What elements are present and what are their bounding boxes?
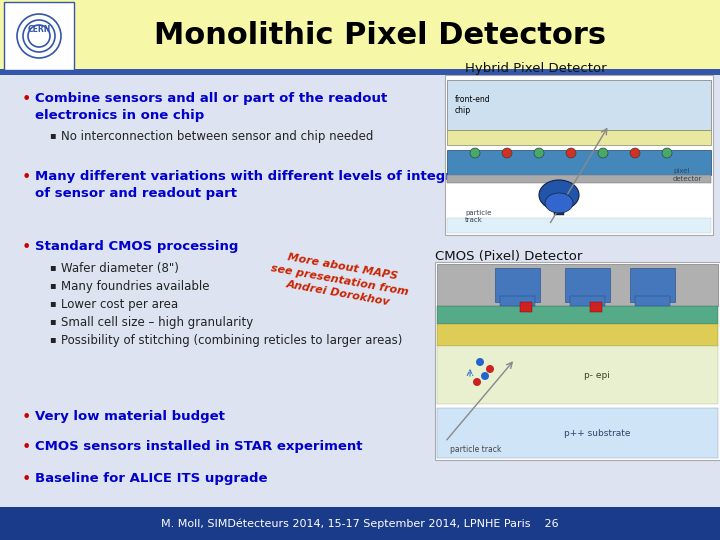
Bar [635,296,670,306]
Text: More about MAPS
see presentation from
Andrei Dorokhov: More about MAPS see presentation from An… [268,250,412,310]
Bar [445,75,713,235]
Bar [437,324,718,346]
Text: ▪: ▪ [49,316,55,326]
Text: Small cell size – high granularity: Small cell size – high granularity [61,316,253,329]
Bar [0,0,720,72]
Bar [437,408,718,458]
Text: particle
track: particle track [465,210,491,223]
Circle shape [481,372,489,380]
Circle shape [473,378,481,386]
Ellipse shape [545,193,573,213]
Text: Standard CMOS processing: Standard CMOS processing [35,240,238,253]
Bar [437,306,718,324]
Text: p- epi: p- epi [584,370,610,380]
Bar [495,268,540,302]
Ellipse shape [539,180,579,210]
Circle shape [534,148,544,158]
Text: Monolithic Pixel Detectors: Monolithic Pixel Detectors [154,22,606,51]
Text: •: • [22,472,32,487]
Circle shape [486,365,494,373]
Bar [447,80,711,130]
Circle shape [566,148,576,158]
Bar [590,302,602,312]
Circle shape [630,148,640,158]
Text: ▪: ▪ [49,280,55,290]
Text: Wafer diameter (8"): Wafer diameter (8") [61,262,179,275]
Bar [447,130,711,145]
Text: p++ substrate: p++ substrate [564,429,630,437]
Bar [4,2,74,70]
Text: ▪: ▪ [49,334,55,344]
Text: •: • [22,170,32,185]
Text: M. Moll, SIMDétecteurs 2014, 15-17 September 2014, LPNHE Paris    26: M. Moll, SIMDétecteurs 2014, 15-17 Septe… [161,518,559,529]
Circle shape [662,148,672,158]
Text: •: • [22,240,32,255]
Bar [554,200,564,215]
Text: CMOS (Pixel) Detector: CMOS (Pixel) Detector [435,250,582,263]
Bar [500,296,535,306]
Text: front-end
chip: front-end chip [455,95,490,115]
Text: Possibility of stitching (combining reticles to larger areas): Possibility of stitching (combining reti… [61,334,402,347]
Bar [570,296,605,306]
Text: ▪: ▪ [49,298,55,308]
Text: Baseline for ALICE ITS upgrade: Baseline for ALICE ITS upgrade [35,472,268,485]
Bar [447,175,711,183]
Text: ▪: ▪ [49,262,55,272]
Bar [630,268,675,302]
Text: CERN: CERN [27,25,50,35]
Bar [565,268,610,302]
Text: No interconnection between sensor and chip needed: No interconnection between sensor and ch… [61,130,374,143]
Circle shape [476,358,484,366]
Text: Many foundries available: Many foundries available [61,280,210,293]
Text: CMOS sensors installed in STAR experiment: CMOS sensors installed in STAR experimen… [35,440,362,453]
Text: particle track: particle track [450,445,501,454]
Text: •: • [22,92,32,107]
Text: Combine sensors and all or part of the readout
electronics in one chip: Combine sensors and all or part of the r… [35,92,387,122]
Text: ▪: ▪ [49,130,55,140]
Text: Lower cost per area: Lower cost per area [61,298,178,311]
Text: pixel
detector: pixel detector [673,168,703,182]
Circle shape [598,148,608,158]
Circle shape [470,148,480,158]
Bar [0,507,720,540]
Bar [435,262,720,460]
Text: •: • [22,410,32,425]
Bar [520,302,532,312]
Bar [437,264,718,306]
Bar [0,69,720,75]
Circle shape [502,148,512,158]
Text: Hybrid Pixel Detector: Hybrid Pixel Detector [465,62,607,75]
Bar [447,218,711,233]
Text: •: • [22,440,32,455]
Bar [447,150,711,175]
Text: Many different variations with different levels of integration
of sensor and rea: Many different variations with different… [35,170,490,199]
Text: Very low material budget: Very low material budget [35,410,225,423]
Bar [437,346,718,404]
